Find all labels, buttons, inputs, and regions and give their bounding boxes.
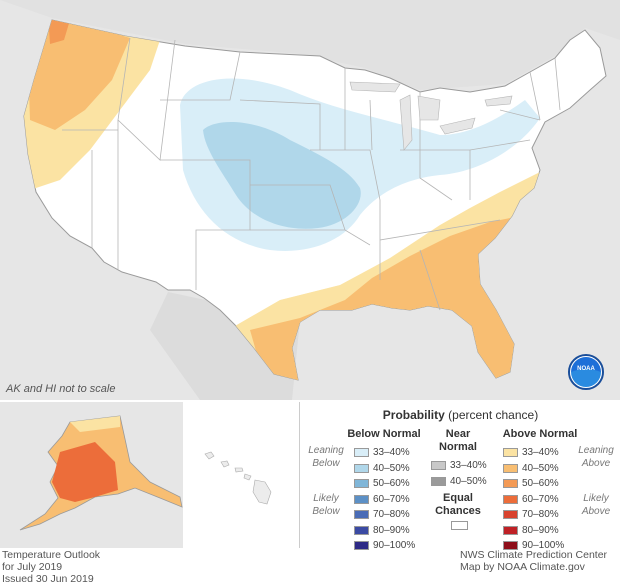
above-normal-row: 40–50% bbox=[503, 463, 559, 474]
above-normal-label: 80–90% bbox=[522, 524, 559, 536]
alaska-inset bbox=[0, 402, 183, 548]
below-normal-row: 60–70% bbox=[354, 494, 410, 505]
equal-chances-label: Equal Chances bbox=[435, 492, 481, 517]
noaa-logo: NOAA bbox=[568, 354, 604, 390]
below-normal-label: 70–80% bbox=[373, 509, 410, 520]
above-normal-swatch bbox=[503, 525, 518, 535]
legend: Probability (percent chance) Below Norma… bbox=[299, 402, 620, 551]
below-normal-row: 80–90% bbox=[354, 525, 410, 536]
above-normal-swatch bbox=[503, 479, 518, 488]
above-normal-row: 90–100% bbox=[503, 540, 564, 551]
likely-above-label: Likely Above bbox=[581, 493, 611, 517]
below-normal-swatch bbox=[354, 541, 369, 550]
below-normal-row: 90–100% bbox=[354, 540, 415, 551]
above-normal-row: 70–80% bbox=[503, 509, 559, 520]
legend-title: Probability (percent chance) bbox=[382, 408, 539, 422]
above-normal-row: 60–70% bbox=[503, 494, 559, 505]
below-normal-label: 33–40% bbox=[373, 447, 410, 458]
below-normal-swatch bbox=[354, 494, 369, 504]
near-normal-label: 40–50% bbox=[450, 475, 487, 487]
above-normal-swatch bbox=[503, 463, 518, 473]
conus-map-graphic: NOAA bbox=[0, 0, 620, 390]
below-normal-label: 80–90% bbox=[373, 524, 410, 536]
below-normal-label: 50–60% bbox=[373, 478, 410, 489]
above-normal-label: 70–80% bbox=[522, 509, 559, 520]
above-normal-label: 90–100% bbox=[522, 540, 565, 551]
leaning-above-label: Leaning Above bbox=[578, 445, 614, 469]
above-normal-label: 60–70% bbox=[522, 493, 559, 505]
footer-right: NWS Climate Prediction Center Map by NOA… bbox=[460, 549, 607, 573]
hawaii-inset bbox=[185, 402, 297, 548]
below-normal-row: 40–50% bbox=[354, 463, 410, 474]
above-normal-label: 50–60% bbox=[522, 478, 559, 489]
below-normal-swatch bbox=[354, 448, 369, 457]
below-normal-row: 50–60% bbox=[354, 478, 410, 489]
svg-text:NOAA: NOAA bbox=[577, 366, 595, 372]
leaning-below-label: Leaning Below bbox=[308, 445, 344, 469]
outlook-period: for July 2019 bbox=[2, 561, 63, 573]
likely-below-label: Likely Below bbox=[312, 493, 340, 517]
above-normal-label: 40–50% bbox=[522, 462, 559, 474]
source-credit: NWS Climate Prediction Center bbox=[460, 549, 608, 561]
below-normal-swatch bbox=[354, 525, 369, 535]
below-normal-swatch bbox=[354, 479, 369, 488]
above-normal-swatch bbox=[503, 494, 518, 504]
canada-land bbox=[0, 0, 620, 90]
above-normal-header: Above Normal bbox=[502, 428, 578, 440]
above-normal-swatch bbox=[503, 448, 518, 457]
near-normal-label: 33–40% bbox=[450, 460, 487, 471]
below-normal-row: 33–40% bbox=[354, 447, 410, 458]
near-normal-header: Near Normal bbox=[439, 428, 477, 453]
below-normal-label: 90–100% bbox=[373, 540, 416, 551]
near-normal-swatch bbox=[431, 461, 446, 470]
alaska-map bbox=[19, 415, 183, 531]
outlook-title: Temperature Outlook bbox=[2, 549, 101, 561]
below-normal-label: 40–50% bbox=[373, 462, 410, 474]
above-normal-swatch bbox=[503, 510, 518, 519]
below-normal-swatch bbox=[354, 510, 369, 519]
above-normal-row: 50–60% bbox=[503, 478, 559, 489]
below-40-50-central bbox=[203, 121, 361, 229]
great-lakes bbox=[349, 81, 513, 151]
below-normal-header: Below Normal bbox=[347, 428, 421, 440]
state-boundaries bbox=[62, 37, 561, 311]
near-normal-row: 40–50% bbox=[431, 476, 487, 487]
above-normal-row: 80–90% bbox=[503, 525, 559, 536]
issue-date: Issued 30 Jun 2019 bbox=[2, 573, 94, 585]
above-normal-row: 33–40% bbox=[503, 447, 559, 458]
near-normal-swatch bbox=[431, 476, 446, 486]
below-normal-swatch bbox=[354, 463, 369, 473]
map-credit: Map by NOAA Climate.gov bbox=[460, 561, 585, 573]
below-normal-row: 70–80% bbox=[354, 509, 410, 520]
below-normal-label: 60–70% bbox=[373, 493, 410, 505]
equal-chances-swatch bbox=[451, 521, 468, 530]
footer-left: Temperature Outlook for July 2019 Issued… bbox=[2, 549, 100, 585]
near-normal-row: 33–40% bbox=[431, 460, 487, 471]
above-normal-label: 33–40% bbox=[522, 447, 559, 458]
conus-map: NOAA AK and HI not to scale bbox=[0, 0, 620, 400]
scale-note: AK and HI not to scale bbox=[6, 383, 116, 395]
hawaii-map bbox=[185, 402, 297, 548]
above-normal-swatch bbox=[503, 541, 518, 550]
